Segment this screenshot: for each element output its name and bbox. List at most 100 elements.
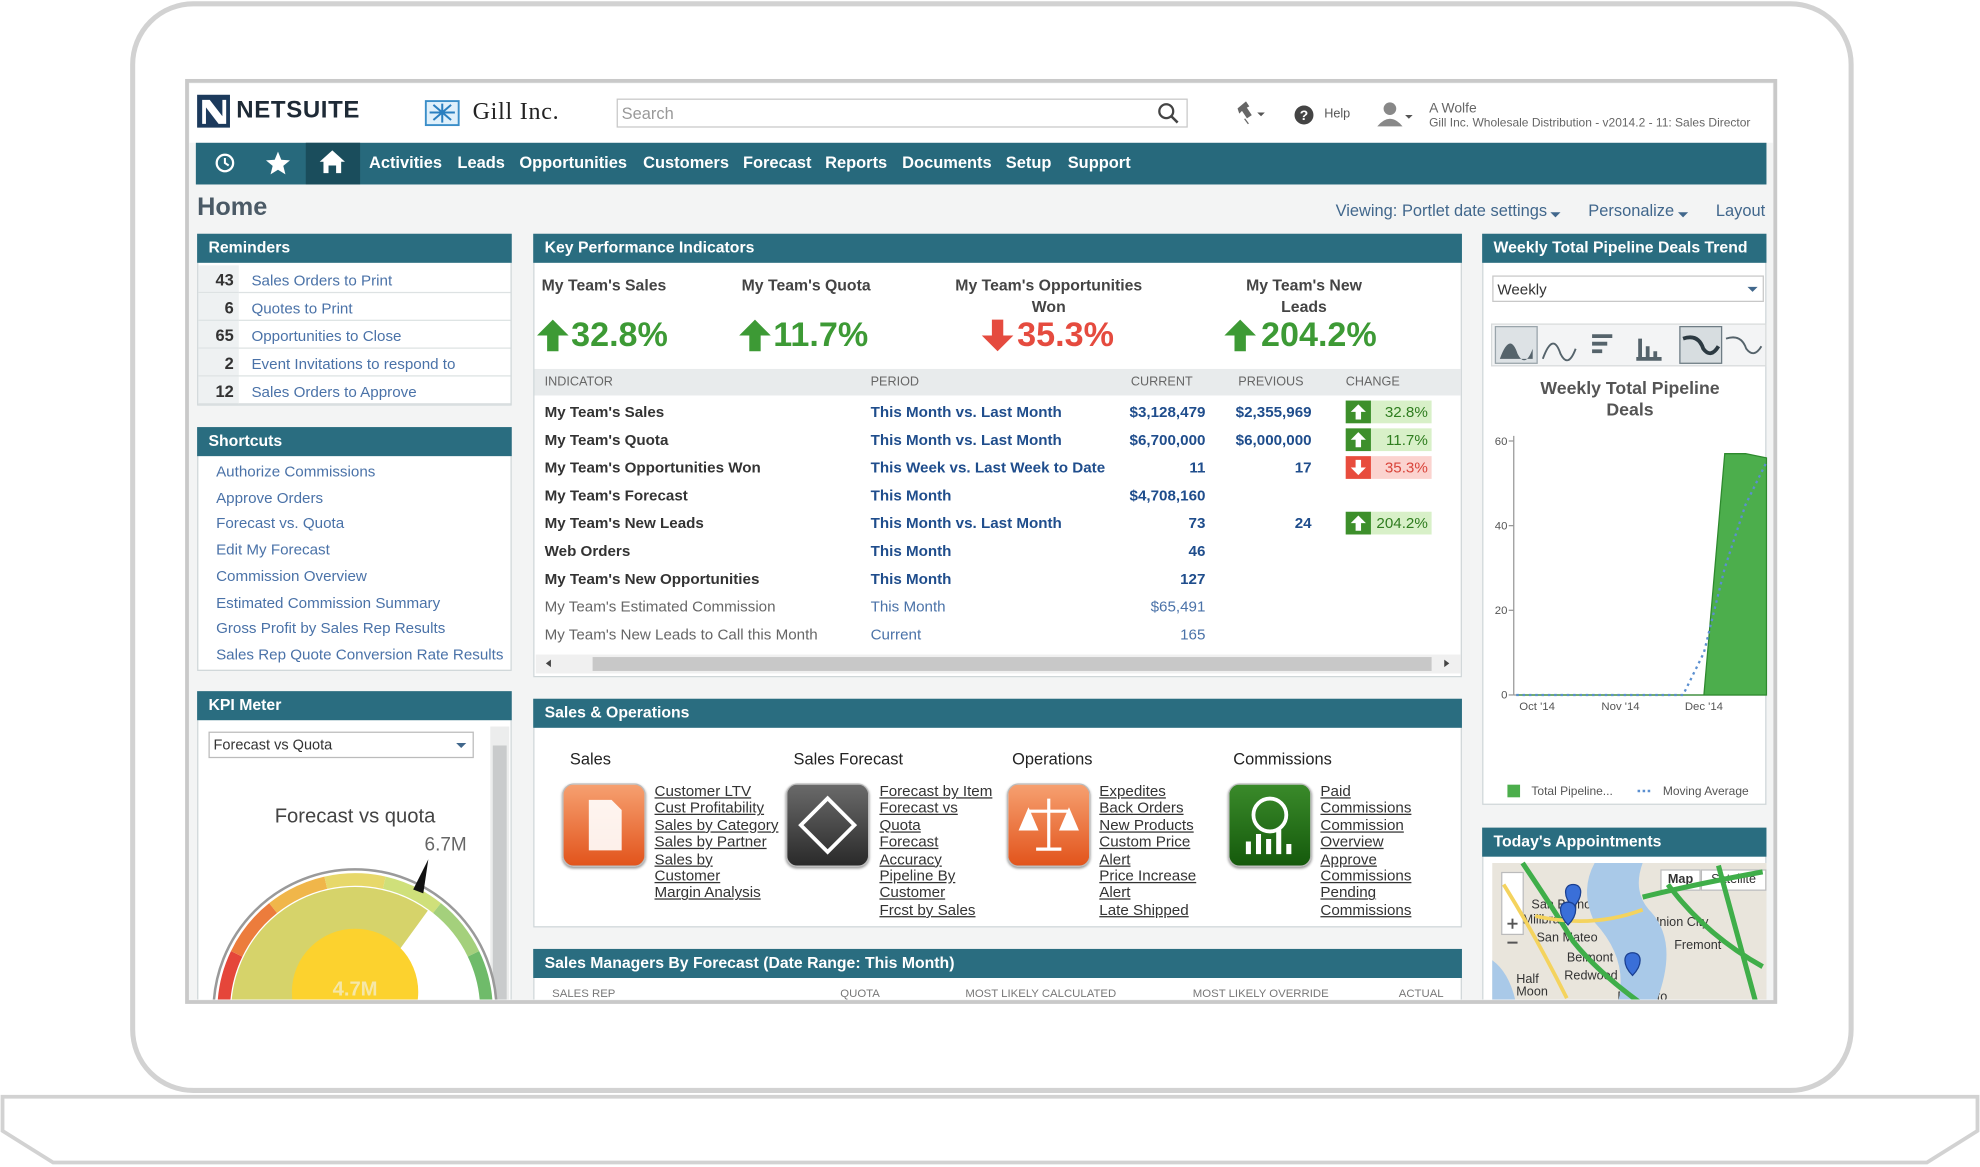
group-title: Sales (569, 749, 611, 769)
chart-title: Weekly Total Pipeline Deals (1540, 377, 1720, 420)
group-links: Forecast by Item Forecast vs Quota Forecas… (879, 782, 995, 919)
report-link[interactable]: New Products (1099, 816, 1194, 834)
pipeline-select[interactable] (1492, 275, 1764, 302)
report-link[interactable]: Sales by Category (654, 816, 779, 834)
chart-type-line-selected[interactable] (1679, 325, 1723, 364)
group-icon[interactable] (1007, 783, 1091, 867)
shortcut-link[interactable]: Gross Profit by Sales Rep Results (216, 619, 446, 638)
page-action[interactable]: Viewing: Portlet date settings (1335, 200, 1548, 220)
report-link[interactable]: Commission Overview (1320, 816, 1404, 851)
map-place-label: Redwood (1564, 969, 1618, 984)
nav-item[interactable]: Forecast (742, 152, 812, 172)
kpi-column-header: CHANGE (1345, 375, 1400, 390)
nav-item[interactable]: Support (1067, 152, 1131, 172)
kpi-previous: $6,000,000 (1235, 430, 1312, 449)
kpi-column-header: INDICATOR (544, 375, 613, 390)
change-value-box (1370, 511, 1432, 535)
nav-item[interactable]: Opportunities (519, 152, 628, 172)
kpi-indicator: My Team's New Opportunities (544, 569, 760, 588)
report-link[interactable]: Approve Commissions (1320, 849, 1412, 885)
sales-managers-column: MOST LIKELY OVERRIDE (1192, 986, 1329, 1000)
reminder-label[interactable]: Quotes to Print (251, 299, 353, 318)
reminder-label[interactable]: Opportunities to Close (251, 327, 402, 345)
shortcut-link[interactable]: Forecast vs. Quota (216, 514, 345, 533)
report-link[interactable]: Expedites (1099, 782, 1166, 800)
kpi-period[interactable]: This Month vs. Last Month (870, 514, 1062, 532)
kpi-change: 35.3% (1384, 458, 1428, 477)
kpi-period[interactable]: This Month vs. Last Month (870, 403, 1062, 421)
nav-item[interactable]: Leads (457, 152, 505, 172)
report-link[interactable]: Custom Price Alert (1099, 832, 1191, 868)
reminder-label[interactable]: Sales Orders to Approve (251, 382, 417, 401)
kpi-column-header: PREVIOUS (1238, 375, 1304, 390)
report-link[interactable]: Forecast by Item (879, 782, 993, 800)
report-link[interactable]: Cust Profitability (654, 799, 765, 817)
report-link[interactable]: Paid Commissions (1320, 782, 1412, 817)
report-link[interactable]: Forecast vs Quota (879, 799, 958, 834)
shortcut-link[interactable]: Approve Orders (216, 488, 324, 507)
kpi-period[interactable]: This Month vs. Last Month (870, 430, 1062, 449)
map-place-label: Union City (1650, 916, 1709, 930)
logo-text: NETSUITE (236, 97, 361, 124)
report-link[interactable]: Pipeline By Customer (879, 866, 956, 902)
report-link[interactable]: Pending Commissions (1320, 883, 1412, 919)
map-zoom[interactable] (1501, 871, 1524, 936)
reminder-count-cell (198, 265, 239, 294)
kpi-indicator: My Team's Opportunities Won (544, 458, 761, 477)
kpi-period[interactable]: This Month (870, 542, 952, 560)
report-link[interactable]: Back Orders (1099, 799, 1184, 817)
group-icon[interactable] (1228, 783, 1312, 867)
report-link[interactable]: Margin Analysis (654, 883, 761, 902)
reminder-row (238, 265, 511, 294)
report-link[interactable]: Customer LTV (654, 782, 752, 800)
change-arrow-box (1345, 400, 1371, 424)
reminder-count: 43 (215, 270, 234, 290)
report-link[interactable]: Late Shipped (1099, 900, 1189, 919)
kpi-change: 32.8% (1384, 403, 1428, 421)
kpi-previous: 24 (1294, 514, 1312, 532)
reminder-count-cell (198, 348, 239, 377)
shortcut-link[interactable]: Authorize Commissions (216, 462, 376, 481)
kpi-period[interactable]: This Month (870, 486, 952, 505)
map-place-label: Millbrae (1522, 913, 1567, 928)
reminder-label[interactable]: Event Invitations to respond to (251, 355, 456, 373)
shortcut-link[interactable]: Commission Overview (216, 567, 367, 585)
nav-item[interactable]: Activities (368, 152, 443, 172)
kpi-portlet (533, 233, 1462, 678)
chart-type-area[interactable] (1494, 325, 1538, 364)
map-button[interactable]: Satellite (1700, 869, 1767, 891)
shortcut-link[interactable]: Estimated Commission Summary (216, 593, 441, 611)
group-icon[interactable] (562, 783, 646, 867)
nav-item[interactable]: Setup (1005, 152, 1052, 172)
kpi-column-header: PERIOD (870, 375, 920, 390)
help-label[interactable]: Help (1324, 107, 1351, 122)
group-icon[interactable] (785, 783, 870, 867)
page-action[interactable]: Personalize (1588, 200, 1675, 220)
nav-item[interactable]: Reports (825, 152, 888, 172)
nav-home[interactable] (305, 142, 361, 185)
reminder-row (238, 321, 511, 349)
report-link[interactable]: Forecast Accuracy (879, 832, 942, 868)
kpi-period[interactable]: This Month (870, 597, 946, 616)
map-button[interactable]: Map (1660, 869, 1701, 891)
reminder-label[interactable]: Sales Orders to Print (251, 271, 393, 290)
page-action[interactable]: Layout (1715, 200, 1766, 220)
kpi-period[interactable]: Current (870, 625, 922, 644)
shortcut-link[interactable]: Sales Rep Quote Conversion Rate Results (216, 645, 504, 664)
search-box[interactable] (616, 98, 1188, 128)
nav-item[interactable]: Customers (643, 152, 729, 172)
report-link[interactable]: Sales by Partner (654, 832, 767, 851)
nav-item[interactable]: Documents (902, 152, 992, 172)
report-link[interactable]: Sales by Customer (654, 849, 721, 885)
gauge-title: Forecast vs quota (274, 806, 436, 828)
kpi-period[interactable]: This Week vs. Last Week to Date (870, 458, 1106, 477)
kpi-period[interactable]: This Month (870, 569, 952, 588)
report-link[interactable]: Price Increase Alert (1099, 866, 1197, 902)
sales-managers-column: MOST LIKELY CALCULATED (965, 986, 1117, 1000)
shortcut-link[interactable]: Edit My Forecast (216, 540, 330, 559)
report-link[interactable]: Frcst by Sales (879, 900, 976, 919)
kpi-table-header (534, 368, 1461, 396)
kpi-meter-select[interactable] (208, 731, 474, 759)
